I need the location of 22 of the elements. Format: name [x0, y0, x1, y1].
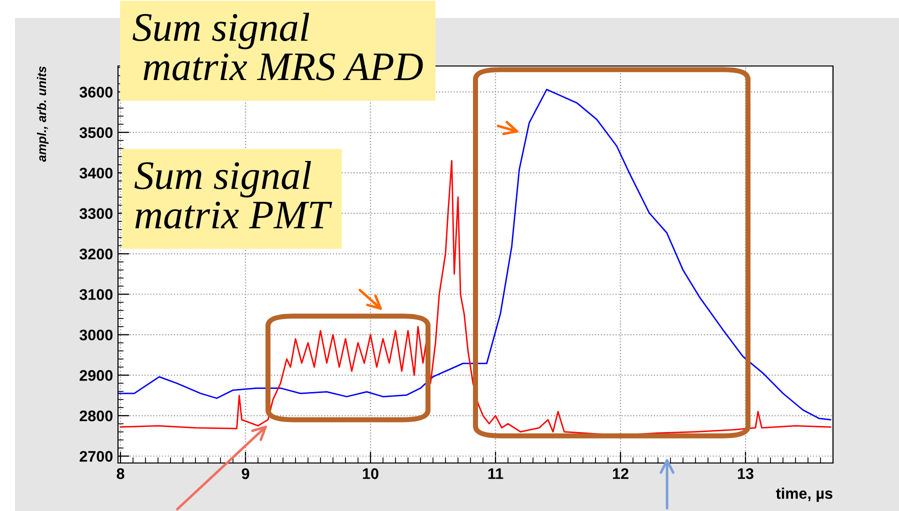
y-tick-label: 2900 [80, 370, 113, 381]
x-tick-label: 8 [116, 468, 124, 480]
x-tick-label: 11 [488, 468, 504, 479]
line-series [120, 160, 832, 436]
y-tick-label: 3100 [80, 289, 113, 300]
y-tick-label: 3500 [80, 127, 113, 138]
y-tick-label: 3400 [80, 168, 113, 179]
y-tick-label: 3300 [80, 208, 113, 220]
x-tick-label: 10 [362, 468, 378, 480]
y-tick-label: 3200 [80, 248, 113, 260]
x-tick-label: 12 [612, 468, 628, 479]
line-series [118, 88, 832, 420]
x-tick-label: 13 [738, 468, 754, 480]
y-tick-label: 3600 [80, 86, 113, 98]
annotation: Sum signal matrix MRS APD [132, 12, 423, 80]
x-axis-title: time, µs [776, 488, 832, 502]
y-tick-label: 2800 [80, 410, 113, 422]
x-tick-label: 9 [242, 468, 250, 480]
y-tick-label: 3000 [80, 330, 113, 340]
y-axis-title: ampl., arb. units [36, 66, 49, 162]
y-tick-label: 2700 [80, 450, 113, 462]
annotation: Sum signal matrix PMT [134, 160, 332, 229]
